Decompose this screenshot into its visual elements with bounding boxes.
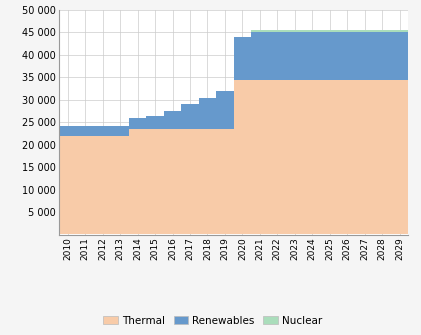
Legend: Thermal, Renewables, Nuclear: Thermal, Renewables, Nuclear <box>99 312 326 330</box>
